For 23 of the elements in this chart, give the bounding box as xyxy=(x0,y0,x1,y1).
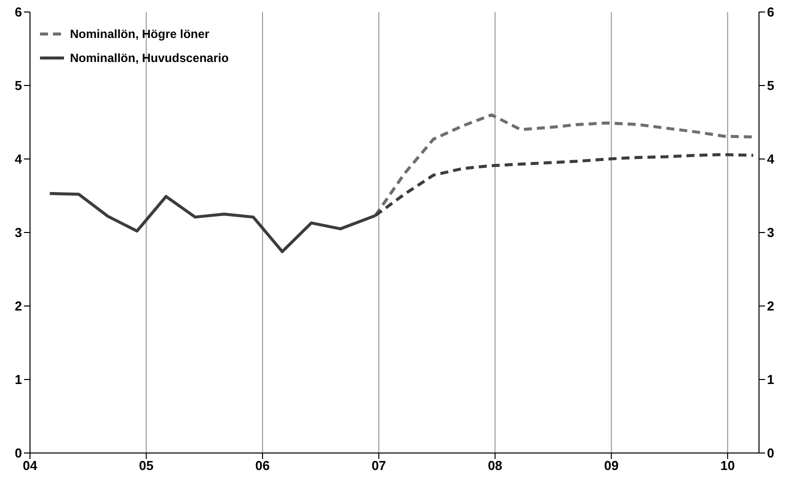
y2-tick-label: 2 xyxy=(767,298,774,314)
x-tick-label: 10 xyxy=(720,458,735,474)
x-tick-label: 07 xyxy=(372,458,386,474)
legend-label: Nominallön, Huvudscenario xyxy=(70,51,229,65)
x-tick-label: 04 xyxy=(22,458,38,474)
x-tick-label: 09 xyxy=(604,458,619,474)
y-tick-label: 2 xyxy=(14,298,22,314)
y-tick-label: 1 xyxy=(14,372,22,388)
y-tick-label: 6 xyxy=(14,4,22,20)
y-tick-label: 3 xyxy=(14,225,22,240)
y-tick-label: 5 xyxy=(14,78,22,94)
legend-label: Nominallön, Högre löner xyxy=(70,27,210,41)
y2-tick-label: 3 xyxy=(767,225,774,240)
y2-tick-label: 6 xyxy=(767,4,774,20)
y2-tick-label: 5 xyxy=(767,78,774,94)
x-tick-label: 08 xyxy=(488,458,502,474)
x-tick-label: 05 xyxy=(139,458,154,474)
x-tick-label: 06 xyxy=(255,458,270,474)
y2-tick-label: 0 xyxy=(767,446,774,461)
y-tick-label: 0 xyxy=(14,446,22,461)
y-tick-label: 4 xyxy=(14,152,23,167)
y2-tick-label: 1 xyxy=(767,372,774,388)
y2-tick-label: 4 xyxy=(767,152,775,167)
